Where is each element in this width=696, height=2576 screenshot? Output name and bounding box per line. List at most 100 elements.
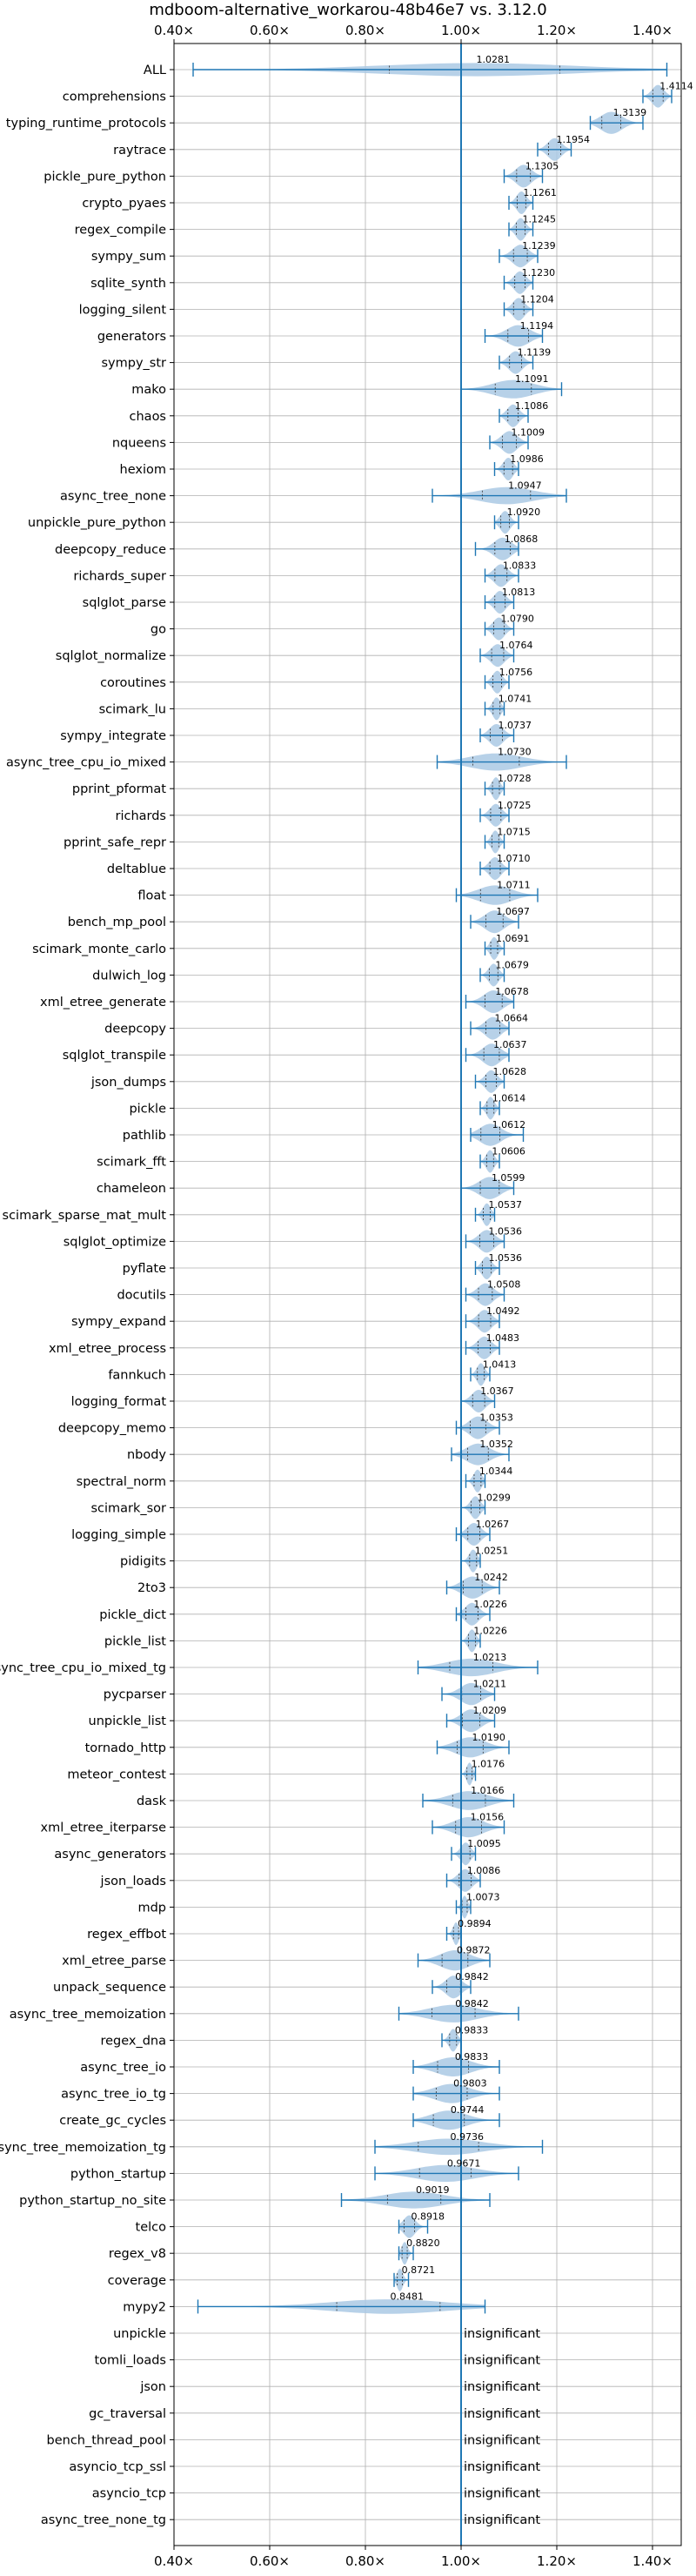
value-label: 0.9833	[455, 2051, 489, 2063]
value-label: 1.0353	[479, 1412, 513, 1424]
x-tick-label-bottom: 1.40×	[632, 2553, 673, 2569]
y-tick-label: coverage	[108, 2274, 166, 2288]
value-label: 1.0764	[499, 640, 533, 651]
value-label: 1.0251	[475, 1546, 509, 1557]
y-tick-label: deepcopy	[104, 1023, 166, 1036]
y-tick-label: json	[139, 2380, 166, 2394]
y-tick-label: dulwich_log	[92, 969, 166, 983]
y-tick-label: pprint_safe_repr	[64, 835, 166, 849]
y-tick-label: mako	[131, 383, 166, 397]
value-label: 1.0537	[489, 1199, 523, 1211]
value-label: 1.0267	[476, 1519, 510, 1530]
x-tick-label-top: 1.00×	[441, 23, 481, 38]
value-label: 1.0213	[473, 1652, 507, 1663]
value-label: 1.0920	[507, 506, 541, 518]
y-tick-label: logging_simple	[71, 1528, 166, 1542]
value-label: 0.9803	[453, 2078, 487, 2090]
y-tick-label: async_tree_io_tg	[61, 2088, 166, 2102]
insignificant-label: insignificant	[464, 2354, 540, 2368]
x-tick-label-bottom: 0.60×	[250, 2553, 290, 2569]
y-tick-label: deepcopy_memo	[58, 1422, 166, 1436]
y-tick-label: regex_v8	[109, 2247, 166, 2261]
value-label: 1.1261	[523, 187, 557, 198]
value-label: 0.9894	[458, 1918, 492, 1929]
x-axis-bottom: 0.40× 0.60× 0.80× 1.00× 1.20× 1.40×	[154, 2546, 673, 2569]
y-tick-label: pyflate	[123, 1262, 166, 1276]
value-label: 0.9019	[416, 2184, 450, 2196]
y-tick-label: pidigits	[120, 1555, 166, 1569]
y-tick-label: sympy_sum	[91, 250, 166, 264]
value-label: 1.0756	[499, 667, 533, 678]
y-tick-label: mypy2	[123, 2300, 166, 2314]
value-label: 1.1239	[522, 240, 556, 252]
value-label: 1.0344	[479, 1466, 513, 1477]
value-label: 1.1245	[522, 214, 556, 225]
value-label: 1.0166	[471, 1785, 505, 1796]
value-label: 0.9744	[451, 2104, 485, 2116]
y-tick-label: async_generators	[54, 1848, 166, 1862]
insignificant-label: insignificant	[464, 2460, 540, 2474]
y-tick-label: xml_etree_parse	[62, 1955, 166, 1969]
x-tick-label-bottom: 0.80×	[345, 2553, 385, 2569]
y-tick-label: pickle_list	[104, 1634, 166, 1648]
y-tick-label: sqlglot_transpile	[63, 1049, 166, 1063]
insignificant-label: insignificant	[464, 2513, 540, 2527]
y-tick-label: tomli_loads	[94, 2354, 166, 2368]
y-tick-label: scimark_sor	[90, 1501, 166, 1515]
value-label: 1.0606	[492, 1146, 525, 1157]
y-tick-label: sqlglot_parse	[83, 596, 166, 610]
value-label: 1.0678	[495, 986, 529, 997]
value-label: 1.0176	[472, 1758, 505, 1769]
y-tick-label: json_loads	[100, 1875, 166, 1888]
value-label: 1.0299	[477, 1492, 511, 1503]
y-tick-label: xml_etree_generate	[40, 996, 166, 1010]
y-tick-label: scimark_lu	[99, 702, 166, 716]
y-tick-label: nbody	[127, 1448, 166, 1462]
y-tick-label: sympy_str	[102, 357, 167, 371]
y-tick-label: pycparser	[104, 1688, 166, 1702]
y-tick-label: dask	[137, 1794, 167, 1808]
value-label: 1.0813	[502, 587, 536, 598]
y-axis: ALL comprehensions typing_runtime_protocol…	[0, 64, 174, 2527]
insignificant-label: insignificant	[464, 2407, 540, 2421]
value-label: 1.0086	[467, 1865, 501, 1876]
y-tick-label: docutils	[117, 1289, 166, 1303]
value-label: 1.0483	[486, 1332, 520, 1344]
value-label: 1.0190	[472, 1732, 505, 1743]
y-tick-label: richards_super	[73, 569, 166, 583]
value-label: 0.9842	[455, 1998, 489, 2009]
y-tick-label: python_startup_no_site	[19, 2194, 166, 2208]
y-tick-label: asyncio_tcp	[92, 2487, 166, 2501]
value-label: 1.0697	[496, 906, 530, 917]
value-label: 1.0226	[473, 1599, 507, 1610]
y-tick-label: unpickle_pure_python	[28, 516, 166, 530]
value-label: 1.1305	[525, 160, 559, 171]
value-label: 1.1230	[522, 267, 556, 278]
value-label: 1.0612	[492, 1119, 526, 1130]
y-tick-label: 2to3	[137, 1581, 166, 1595]
value-label: 1.1954	[556, 134, 590, 145]
value-label: 1.0226	[473, 1625, 507, 1636]
y-tick-label: unpickle_list	[89, 1714, 167, 1728]
value-label: 1.0209	[472, 1705, 506, 1716]
value-label: 0.8820	[406, 2237, 440, 2249]
value-label: 1.3139	[613, 107, 647, 118]
value-label: 0.9842	[455, 1971, 489, 1982]
value-label: 1.1204	[520, 293, 554, 305]
violins	[192, 63, 673, 2314]
value-label: 1.0614	[492, 1092, 526, 1104]
y-tick-label: async_tree_none_tg	[41, 2513, 166, 2527]
value-label: 1.0211	[473, 1679, 507, 1690]
y-tick-label: typing_runtime_protocols	[6, 117, 166, 131]
y-tick-label: deltablue	[107, 862, 166, 876]
x-tick-label-bottom: 1.00×	[441, 2553, 481, 2569]
value-label: 0.9736	[450, 2131, 484, 2143]
y-tick-label: telco	[136, 2221, 167, 2235]
value-label: 1.1091	[515, 373, 549, 385]
y-tick-label: sqlglot_optimize	[64, 1235, 166, 1249]
value-label: 0.9671	[447, 2157, 481, 2169]
y-tick-label: ALL	[144, 64, 166, 77]
value-label: 1.0691	[496, 933, 530, 944]
value-label: 1.0741	[499, 693, 532, 704]
x-axis-top: 0.40× 0.60× 0.80× 1.00× 1.20× 1.40×	[154, 23, 673, 44]
